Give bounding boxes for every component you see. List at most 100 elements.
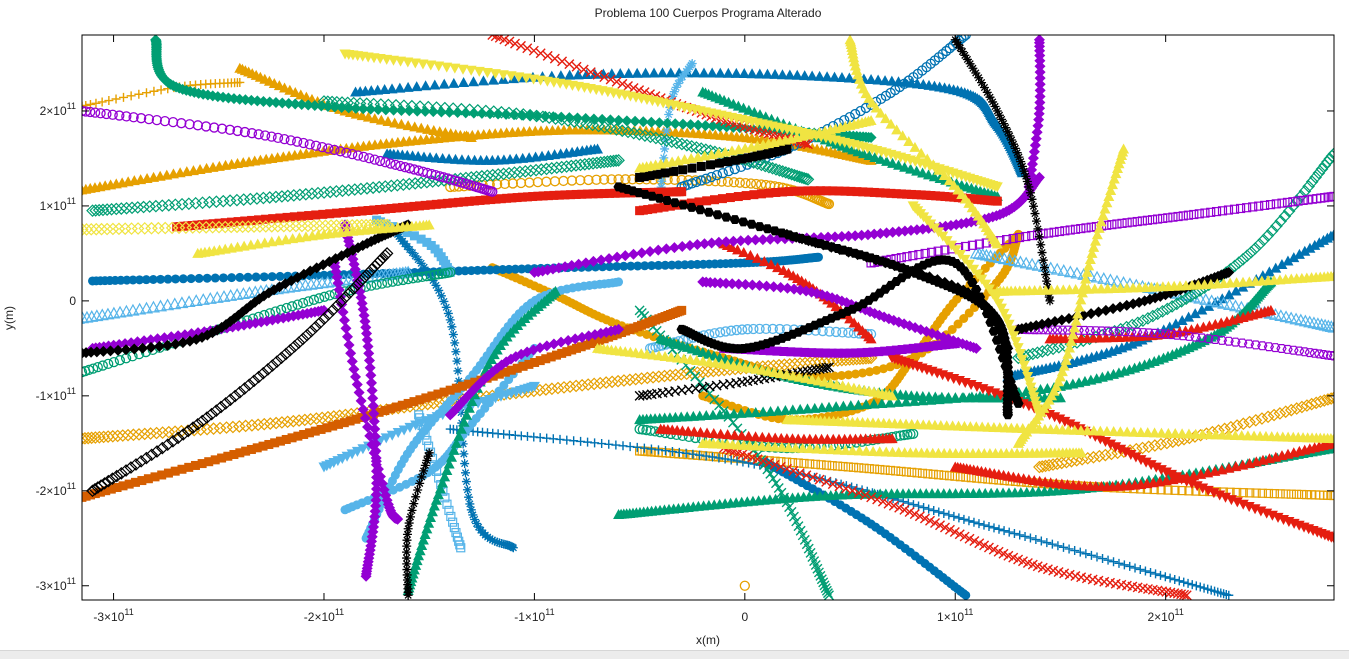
trajectory-40-marker — [549, 190, 559, 200]
trajectory-47-marker — [751, 252, 763, 263]
trajectory-7-marker — [869, 464, 880, 474]
trajectory-41-marker — [822, 186, 832, 196]
trajectory-17-marker — [470, 514, 480, 524]
trajectory-50-marker — [338, 314, 350, 326]
trajectory-9-marker — [1324, 392, 1334, 405]
trajectory-55-marker — [603, 253, 615, 265]
trajectory-10-marker — [640, 67, 652, 78]
trajectory-14-marker — [919, 503, 929, 513]
trajectory-31-marker — [869, 151, 881, 162]
trajectory-34-marker — [830, 401, 842, 412]
trajectory-50-marker — [345, 347, 357, 359]
trajectory-14-marker — [726, 455, 736, 465]
trajectory-3-marker — [652, 370, 666, 384]
trajectory-3-marker — [674, 367, 688, 381]
trajectory-11-marker — [460, 266, 470, 276]
trajectory-14-marker — [708, 452, 718, 462]
trajectory-27-marker — [468, 107, 480, 119]
trajectory-11-marker — [235, 272, 245, 282]
trajectory-11-marker — [251, 272, 261, 282]
trajectory-9-marker — [1279, 405, 1293, 419]
trajectory-40-marker — [282, 212, 292, 222]
trajectory-7-marker — [848, 462, 859, 472]
trajectory-37-marker — [776, 487, 787, 498]
trajectory-10-marker — [769, 68, 781, 79]
trajectory-10-marker — [665, 67, 677, 78]
trajectory-9-marker — [1321, 393, 1334, 406]
trajectory-14-marker — [646, 444, 656, 454]
trajectory-37-marker — [723, 411, 734, 422]
trajectory-29-marker — [336, 184, 349, 198]
trajectory-7-marker — [1291, 489, 1302, 499]
trajectory-17-marker — [472, 519, 482, 529]
trajectory-39-marker — [457, 381, 467, 391]
trajectory-1-marker — [126, 91, 136, 101]
trajectory-14-marker — [999, 526, 1009, 536]
trajectory-36-marker — [1052, 340, 1066, 354]
trajectory-31-marker — [875, 153, 887, 164]
trajectory-27-marker — [572, 112, 584, 124]
trajectory-41-marker — [931, 191, 941, 201]
trajectory-41-marker — [834, 186, 844, 196]
trajectory-10-marker — [730, 67, 742, 78]
trajectory-55-marker — [611, 251, 623, 263]
trajectory-10-marker — [648, 67, 660, 78]
trajectory-10-marker — [843, 72, 855, 83]
trajectory-17-marker — [462, 485, 472, 495]
trajectory-29-marker — [155, 199, 169, 213]
trajectory-32-marker — [417, 534, 429, 545]
trajectory-55-marker — [619, 250, 631, 262]
trajectory-14-marker — [744, 458, 754, 468]
trajectory-47-marker — [738, 247, 750, 258]
trajectory-41-marker — [778, 187, 788, 197]
trajectory-42-marker — [499, 35, 510, 45]
trajectory-42-marker — [535, 48, 546, 59]
trajectory-41-marker — [875, 188, 885, 198]
trajectory-30-marker — [82, 366, 88, 378]
trajectory-7-marker — [787, 457, 798, 468]
trajectory-48-marker — [701, 427, 713, 438]
trajectory-29-marker — [281, 189, 295, 203]
trajectory-29-marker — [372, 180, 386, 194]
trajectory-24-marker — [1097, 272, 1111, 284]
trajectory-19-marker — [357, 444, 369, 455]
trajectory-12-marker — [941, 45, 952, 57]
trajectory-40-marker — [480, 195, 490, 205]
trajectory-14-marker — [1086, 550, 1096, 560]
trajectory-29-marker — [125, 201, 139, 215]
trajectory-29-marker — [137, 200, 150, 214]
trajectory-14-marker — [1047, 539, 1057, 549]
trajectory-14-marker — [653, 445, 663, 455]
trajectory-29-marker — [342, 183, 355, 197]
trajectory-24-marker — [1307, 316, 1321, 329]
trajectory-4-marker — [575, 175, 586, 186]
trajectory-66-marker — [417, 472, 427, 482]
trajectory-28-marker — [405, 99, 419, 113]
trajectory-14-marker — [1009, 529, 1019, 539]
trajectory-34-marker — [982, 390, 994, 401]
trajectory-14-marker — [989, 523, 999, 533]
trajectory-31-marker — [893, 159, 905, 170]
trajectory-13-marker — [592, 143, 604, 154]
trajectory-27-marker — [653, 117, 665, 129]
trajectory-64-marker — [696, 161, 706, 171]
trajectory-16-marker — [1288, 252, 1300, 263]
trajectory-39-marker — [500, 367, 510, 377]
trajectory-16-marker — [1176, 315, 1188, 326]
trajectory-29-marker — [480, 169, 494, 183]
trajectory-10-marker — [722, 67, 734, 78]
trajectory-3-marker — [97, 430, 110, 444]
trajectory-40-marker — [582, 189, 592, 199]
trajectory-3-marker — [701, 365, 715, 378]
trajectory-34-marker — [735, 407, 747, 418]
trajectory-11-marker — [605, 262, 615, 272]
trajectory-39-marker — [397, 400, 407, 410]
trajectory-50-marker — [346, 355, 358, 367]
trajectory-29-marker — [299, 187, 313, 201]
trajectory-64-marker — [687, 163, 697, 173]
trajectory-17-marker — [466, 505, 476, 515]
trajectory-14-marker — [1135, 564, 1145, 574]
trajectory-25-marker — [664, 110, 674, 120]
trajectory-65-marker — [1031, 216, 1041, 226]
trajectory-23-marker — [168, 297, 182, 310]
